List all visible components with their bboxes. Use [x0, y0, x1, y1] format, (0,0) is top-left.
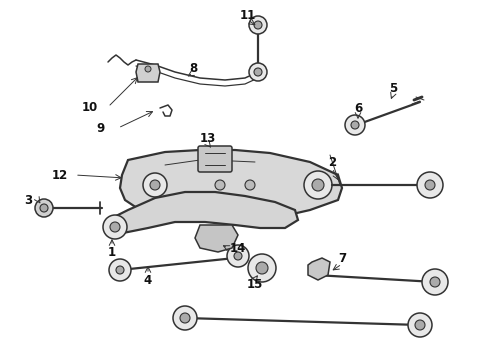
Circle shape — [234, 252, 242, 260]
Circle shape — [150, 180, 160, 190]
Circle shape — [248, 254, 276, 282]
Circle shape — [417, 172, 443, 198]
Circle shape — [304, 171, 332, 199]
Text: 8: 8 — [189, 62, 197, 75]
Circle shape — [143, 173, 167, 197]
Polygon shape — [136, 64, 160, 82]
Polygon shape — [105, 192, 298, 235]
Polygon shape — [120, 150, 342, 220]
Circle shape — [245, 180, 255, 190]
Circle shape — [425, 180, 435, 190]
Polygon shape — [308, 258, 330, 280]
Circle shape — [110, 222, 120, 232]
Text: 3: 3 — [24, 194, 32, 207]
Circle shape — [312, 179, 324, 191]
Circle shape — [408, 313, 432, 337]
Circle shape — [116, 266, 124, 274]
Circle shape — [103, 215, 127, 239]
Circle shape — [173, 306, 197, 330]
Text: 4: 4 — [144, 274, 152, 287]
Text: 12: 12 — [52, 168, 68, 181]
Polygon shape — [195, 225, 238, 252]
Text: 14: 14 — [230, 242, 246, 255]
Text: 6: 6 — [354, 102, 362, 114]
Circle shape — [430, 277, 440, 287]
Circle shape — [345, 115, 365, 135]
Circle shape — [145, 66, 151, 72]
Circle shape — [415, 320, 425, 330]
Text: 15: 15 — [247, 279, 263, 292]
Circle shape — [35, 199, 53, 217]
Circle shape — [254, 68, 262, 76]
Circle shape — [351, 121, 359, 129]
FancyBboxPatch shape — [198, 146, 232, 172]
Circle shape — [180, 313, 190, 323]
Circle shape — [256, 262, 268, 274]
Text: 2: 2 — [328, 156, 336, 168]
Text: 13: 13 — [200, 131, 216, 144]
Circle shape — [254, 21, 262, 29]
Text: 5: 5 — [389, 81, 397, 95]
Circle shape — [215, 180, 225, 190]
Text: 10: 10 — [82, 100, 98, 113]
Circle shape — [249, 63, 267, 81]
Circle shape — [422, 269, 448, 295]
Circle shape — [109, 259, 131, 281]
Text: 9: 9 — [96, 122, 104, 135]
Text: 1: 1 — [108, 246, 116, 258]
Text: 11: 11 — [240, 9, 256, 22]
Circle shape — [40, 204, 48, 212]
Circle shape — [227, 245, 249, 267]
Text: 7: 7 — [338, 252, 346, 265]
Circle shape — [249, 16, 267, 34]
